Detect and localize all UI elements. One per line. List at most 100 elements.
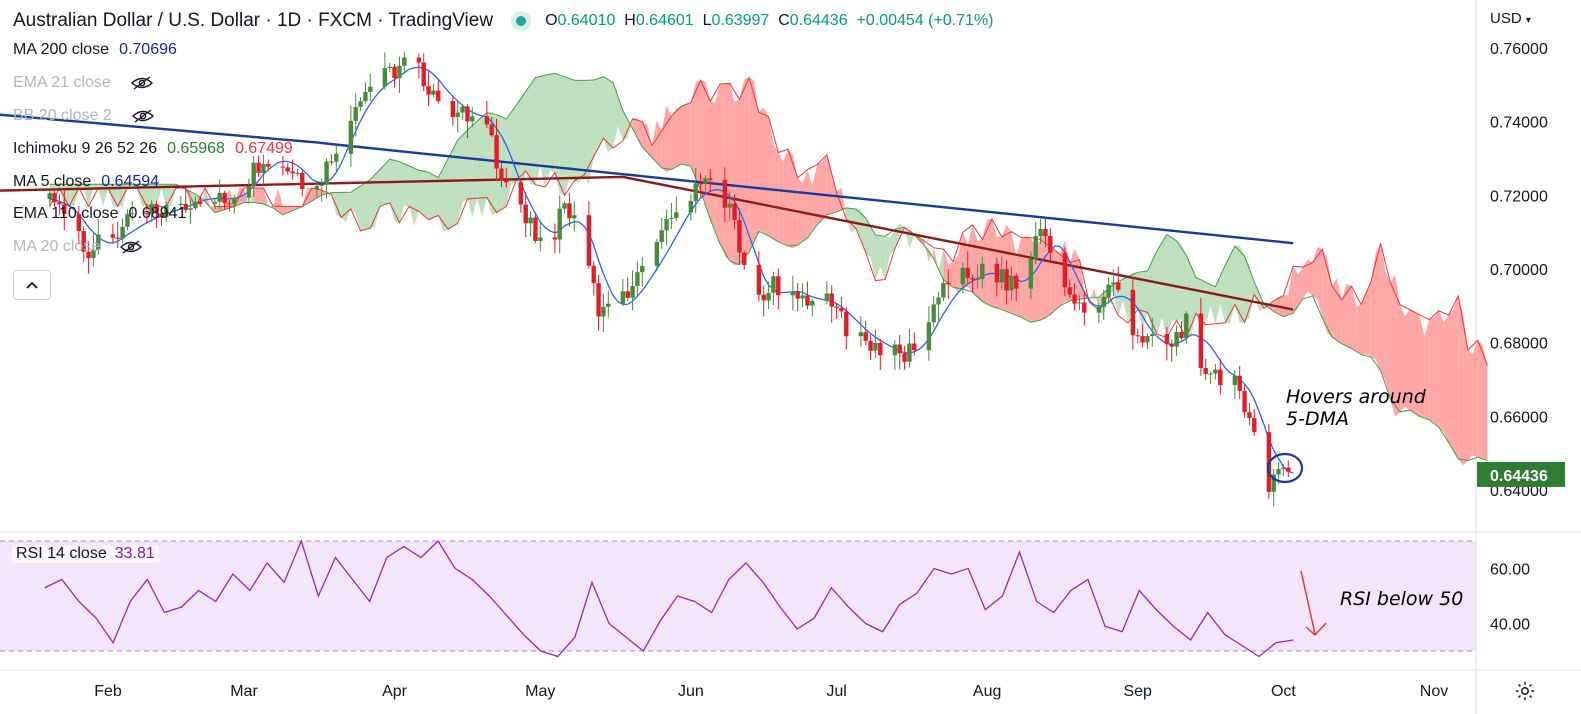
- eye-crossed-icon[interactable]: [131, 109, 154, 123]
- candle-body: [57, 202, 62, 205]
- indicator-row[interactable]: MA 5 close 0.64594: [13, 165, 994, 198]
- candle-body: [586, 215, 592, 266]
- indicator-row[interactable]: MA 200 close 0.70696: [13, 34, 994, 67]
- cloud-segment: [1225, 256, 1230, 324]
- cloud-segment: [302, 187, 308, 207]
- rsi-title[interactable]: RSI 14 close: [16, 545, 107, 562]
- cloud-segment: [768, 116, 774, 240]
- cloud-segment: [273, 187, 278, 212]
- candle-body: [1252, 418, 1257, 433]
- candle-body: [1038, 228, 1043, 237]
- price-tick-label: 0.66000: [1490, 409, 1548, 426]
- cloud-segment: [788, 149, 793, 249]
- cloud-segment: [729, 83, 735, 266]
- eye-crossed-icon[interactable]: [130, 76, 153, 90]
- candle-body: [392, 66, 397, 79]
- candle-body: [902, 353, 907, 362]
- cloud-segment: [1458, 296, 1464, 466]
- cloud-segment: [724, 83, 730, 261]
- cloud-segment: [467, 125, 473, 218]
- time-tick-label: May: [525, 683, 555, 700]
- candle-body: [892, 344, 898, 356]
- candle-body: [96, 234, 101, 250]
- rsi-tick-label: 60.00: [1490, 562, 1530, 579]
- gear-icon[interactable]: [1514, 680, 1536, 702]
- cloud-segment: [1424, 319, 1430, 420]
- candle-body: [251, 162, 256, 187]
- candle-body: [232, 197, 237, 205]
- cloud-segment: [705, 81, 711, 220]
- cloud-segment: [1375, 243, 1381, 371]
- indicator-name: MA 5 close: [13, 172, 92, 190]
- candle-body: [261, 163, 266, 173]
- cloud-segment: [1409, 309, 1415, 414]
- indicator-row[interactable]: EMA 21 close: [13, 67, 994, 100]
- cloud-segment: [778, 152, 784, 244]
- cloud-segment: [943, 249, 949, 284]
- cloud-segment: [598, 76, 604, 148]
- candle-body: [1150, 334, 1155, 337]
- candle-body: [198, 201, 203, 204]
- cloud-segment: [627, 118, 633, 138]
- cloud-segment: [1468, 350, 1473, 461]
- candle-body: [834, 306, 839, 308]
- cloud-segment: [564, 76, 570, 196]
- cloud-segment: [1453, 296, 1459, 459]
- indicator-list: MA 200 close 0.70696 EMA 21 close BB 20 clo…: [13, 34, 994, 264]
- eye-crossed-icon[interactable]: [120, 240, 143, 254]
- price-tick-label: 0.70000: [1490, 262, 1548, 279]
- candle-body: [771, 276, 776, 293]
- candle-body: [1009, 275, 1014, 291]
- candle-body: [1028, 258, 1034, 289]
- candle-body: [1077, 302, 1082, 304]
- cloud-segment: [1176, 240, 1182, 321]
- cloud-segment: [253, 187, 259, 204]
- candle-body: [246, 186, 252, 198]
- cloud-segment: [1021, 236, 1026, 319]
- candle-body: [494, 135, 499, 169]
- candle-body: [873, 342, 878, 351]
- rsi-value: 33.81: [114, 545, 155, 562]
- indicator-name: EMA 21 close: [13, 74, 111, 92]
- indicator-row[interactable]: EMA 110 close 0.68941: [13, 198, 994, 231]
- cloud-segment: [632, 118, 638, 138]
- cloud-segment: [346, 192, 351, 223]
- candle-body: [795, 291, 800, 299]
- cloud-segment: [399, 161, 405, 223]
- cloud-segment: [1016, 237, 1022, 318]
- cloud-segment: [1434, 310, 1439, 428]
- candle-body: [965, 267, 970, 279]
- cloud-segment: [744, 77, 750, 259]
- market-status-icon[interactable]: [511, 11, 532, 31]
- senkou-span-a: [49, 72, 1488, 462]
- cloud-segment: [822, 154, 827, 220]
- candle-body: [1135, 335, 1140, 337]
- cloud-segment: [142, 184, 147, 207]
- candle-body: [926, 322, 932, 351]
- cloud-segment: [1001, 224, 1007, 312]
- time-tick-label: Nov: [1420, 683, 1448, 700]
- cloud-segment: [112, 184, 118, 207]
- cloud-segment: [1293, 266, 1298, 314]
- cloud-segment: [1220, 265, 1226, 323]
- cloud-segment: [1215, 276, 1221, 324]
- ichimoku-cloud: [49, 72, 1488, 466]
- candle-body: [504, 180, 509, 183]
- indicator-row[interactable]: BB 20 close 2: [13, 100, 994, 133]
- cloud-segment: [1463, 313, 1468, 466]
- collapse-legend-button[interactable]: [13, 270, 51, 300]
- candle-body: [1213, 369, 1218, 374]
- indicator-row[interactable]: MA 20 close: [13, 231, 994, 264]
- candle-body: [946, 282, 951, 285]
- candle-body: [115, 237, 120, 239]
- candle-body: [698, 183, 703, 185]
- indicator-row[interactable]: Ichimoku 9 26 52 26 0.65968 0.67499: [13, 132, 994, 165]
- symbol-title[interactable]: Australian Dollar / U.S. Dollar · 1D · F…: [13, 10, 494, 31]
- candle-body: [703, 178, 708, 184]
- cloud-segment: [1443, 315, 1449, 443]
- candle-body: [120, 226, 125, 239]
- currency-menu[interactable]: USD ▾: [1490, 10, 1531, 27]
- candle-body: [266, 163, 271, 167]
- cloud-segment: [1283, 294, 1289, 317]
